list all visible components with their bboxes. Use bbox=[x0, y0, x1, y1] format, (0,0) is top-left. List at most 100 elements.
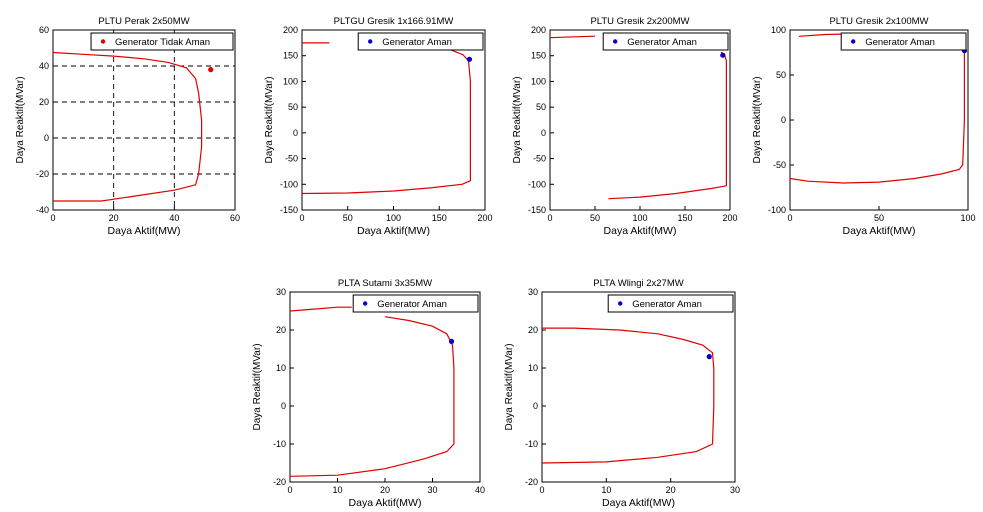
legend-marker bbox=[363, 301, 368, 306]
x-axis-label: Daya Aktif(MW) bbox=[108, 225, 181, 237]
capability-curve bbox=[541, 327, 715, 464]
x-axis-label: Daya Aktif(MW) bbox=[843, 225, 916, 237]
y-tick-label: 100 bbox=[531, 76, 546, 86]
operating-point bbox=[720, 52, 726, 58]
x-tick-label: 150 bbox=[677, 213, 692, 223]
legend-label: Generator Aman bbox=[382, 37, 452, 48]
plot-frame bbox=[549, 29, 731, 211]
plot-frame bbox=[789, 29, 969, 211]
y-axis-label: Daya Reaktif(MVar) bbox=[252, 343, 263, 430]
x-tick-label: 60 bbox=[230, 213, 240, 223]
capability-curve-top bbox=[549, 35, 596, 39]
plot-frame bbox=[289, 291, 481, 483]
y-tick-label: -40 bbox=[36, 205, 49, 215]
capability-curve bbox=[289, 316, 455, 477]
y-tick-label: -100 bbox=[528, 179, 546, 189]
y-tick-label: 200 bbox=[531, 25, 546, 35]
capability-curve bbox=[789, 43, 966, 184]
y-axis-label: Daya Reaktif(MVar) bbox=[504, 343, 515, 430]
y-tick-label: 0 bbox=[44, 133, 49, 143]
y-tick-label: -50 bbox=[285, 154, 298, 164]
x-tick-label: 0 bbox=[299, 213, 304, 223]
y-tick-label: 0 bbox=[281, 401, 286, 411]
x-tick-label: 10 bbox=[601, 485, 611, 495]
x-tick-label: 200 bbox=[722, 213, 737, 223]
chart-title: PLTU Gresik 2x100MW bbox=[829, 16, 928, 27]
x-tick-label: 100 bbox=[960, 213, 975, 223]
y-tick-label: 50 bbox=[536, 102, 546, 112]
y-tick-label: -50 bbox=[773, 160, 786, 170]
y-tick-label: -50 bbox=[533, 154, 546, 164]
y-tick-label: -100 bbox=[280, 179, 298, 189]
legend-label: Generator Aman bbox=[632, 299, 702, 310]
capability-curve bbox=[301, 46, 471, 195]
y-tick-label: 30 bbox=[276, 287, 286, 297]
y-tick-label: 150 bbox=[283, 51, 298, 61]
x-tick-label: 200 bbox=[477, 213, 492, 223]
y-tick-label: 20 bbox=[528, 325, 538, 335]
x-tick-label: 20 bbox=[380, 485, 390, 495]
plot-frame bbox=[301, 29, 486, 211]
x-tick-label: 30 bbox=[427, 485, 437, 495]
y-tick-label: 20 bbox=[39, 97, 49, 107]
legend-marker bbox=[100, 39, 106, 44]
y-tick-label: 40 bbox=[39, 61, 49, 71]
chart-title: PLTU Perak 2x50MW bbox=[98, 16, 189, 27]
x-tick-label: 100 bbox=[386, 213, 401, 223]
x-tick-label: 50 bbox=[343, 213, 353, 223]
legend-box bbox=[840, 32, 967, 51]
y-tick-label: 200 bbox=[283, 25, 298, 35]
y-tick-label: 100 bbox=[771, 25, 786, 35]
y-tick-label: 0 bbox=[541, 128, 546, 138]
legend-label: Generator Aman bbox=[377, 299, 447, 310]
x-tick-label: 10 bbox=[332, 485, 342, 495]
y-tick-label: 10 bbox=[528, 363, 538, 373]
legend-label: Generator Tidak Aman bbox=[115, 37, 210, 48]
y-tick-label: -150 bbox=[280, 205, 298, 215]
capability-curve bbox=[52, 51, 203, 202]
chart-panel: 0 10 20 30 -20 -10 0 10 20 30 Generator Aman PLTA W… bbox=[504, 278, 740, 509]
x-tick-label: 0 bbox=[787, 213, 792, 223]
legend-box bbox=[357, 32, 484, 51]
chart-title: PLTGU Gresik 1x166.91MW bbox=[334, 16, 454, 27]
operating-point bbox=[706, 354, 712, 360]
capability-curve-top bbox=[289, 306, 352, 312]
x-tick-label: 50 bbox=[590, 213, 600, 223]
y-tick-label: 10 bbox=[276, 363, 286, 373]
x-tick-label: 20 bbox=[109, 213, 119, 223]
chart-panel: 0 50 100 -100 -50 0 50 100 Generator Aman PLTU Gr… bbox=[752, 16, 976, 237]
x-axis-label: Daya Aktif(MW) bbox=[602, 497, 675, 509]
x-tick-label: 40 bbox=[475, 485, 485, 495]
y-tick-label: -100 bbox=[768, 205, 786, 215]
x-tick-label: 20 bbox=[666, 485, 676, 495]
y-tick-label: 60 bbox=[39, 25, 49, 35]
y-tick-label: -150 bbox=[528, 205, 546, 215]
x-tick-label: 0 bbox=[539, 485, 544, 495]
y-tick-label: 50 bbox=[776, 70, 786, 80]
x-tick-label: 150 bbox=[432, 213, 447, 223]
y-tick-label: 20 bbox=[276, 325, 286, 335]
x-axis-label: Daya Aktif(MW) bbox=[357, 225, 430, 237]
chart-title: PLTA Sutami 3x35MW bbox=[338, 278, 432, 289]
legend-box bbox=[90, 32, 234, 51]
x-tick-label: 0 bbox=[547, 213, 552, 223]
legend-box bbox=[607, 294, 734, 313]
legend-marker bbox=[368, 39, 373, 44]
legend-box bbox=[352, 294, 479, 313]
y-tick-label: 0 bbox=[781, 115, 786, 125]
x-tick-label: 0 bbox=[50, 213, 55, 223]
x-tick-label: 0 bbox=[287, 485, 292, 495]
y-tick-label: 50 bbox=[288, 102, 298, 112]
legend-box bbox=[602, 32, 729, 51]
y-tick-label: 150 bbox=[531, 51, 546, 61]
capability-curve bbox=[608, 51, 728, 200]
chart-panel: 0 50 100 150 200 -150 -100 -50 0 50 100 150 200 Gener… bbox=[512, 16, 738, 237]
operating-point bbox=[208, 67, 214, 73]
y-tick-label: -20 bbox=[36, 169, 49, 179]
y-tick-label: -20 bbox=[525, 477, 538, 487]
plot-frame bbox=[52, 29, 236, 211]
y-axis-label: Daya Reaktif(MVar) bbox=[15, 76, 26, 163]
chart-title: PLTU Gresik 2x200MW bbox=[590, 16, 689, 27]
x-tick-label: 40 bbox=[169, 213, 179, 223]
